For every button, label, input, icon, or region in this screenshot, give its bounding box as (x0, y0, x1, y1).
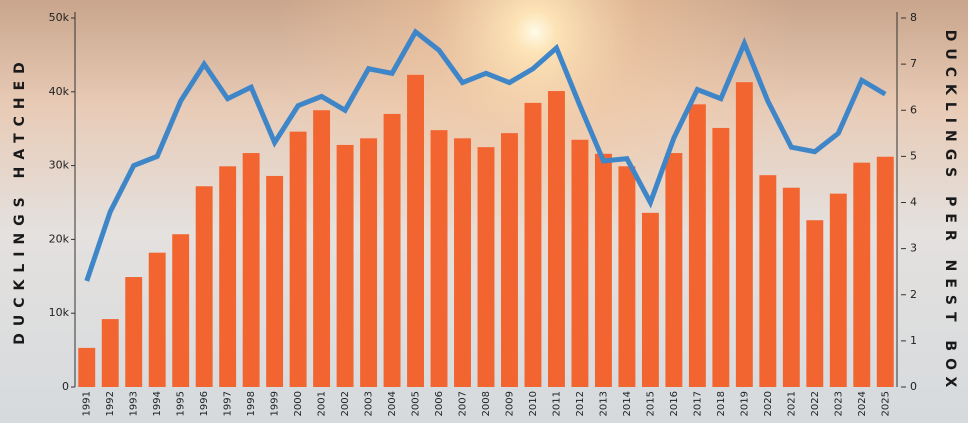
bar (290, 132, 307, 387)
bar (407, 75, 424, 387)
y-tick-label: 40k (49, 85, 70, 98)
bar (806, 220, 823, 387)
bar (759, 175, 776, 387)
y2-tick-label: 1 (910, 334, 917, 347)
bar (266, 176, 283, 387)
y2-tick-label: 6 (910, 103, 917, 116)
chart: DUCKLINGS HATCHED DUCKLINGS PER NEST BOX… (0, 0, 968, 423)
x-tick-label: 2010 (528, 391, 539, 416)
y2-tick-label: 2 (910, 288, 917, 301)
x-tick-label: 2005 (411, 391, 422, 416)
x-tick-label: 1993 (129, 391, 140, 416)
bar (595, 154, 612, 387)
bar (172, 234, 189, 387)
y-tick-label: 0 (62, 380, 69, 393)
x-tick-label: 2012 (575, 391, 586, 416)
bar (830, 194, 847, 387)
bar (618, 166, 635, 387)
y-tick-label: 50k (49, 11, 70, 24)
x-tick-label: 2018 (716, 391, 727, 416)
x-tick-label: 2019 (739, 391, 750, 416)
bar (337, 145, 354, 387)
x-tick-label: 2004 (387, 391, 398, 416)
y2-tick-label: 8 (910, 11, 917, 24)
bar (501, 133, 518, 387)
bar (313, 110, 330, 387)
y2-tick-label: 3 (910, 242, 917, 255)
y2-tick-label: 0 (910, 380, 917, 393)
y-axis-title: DUCKLINGS HATCHED (12, 55, 28, 345)
x-tick-label: 1999 (270, 391, 281, 416)
x-tick-label: 1994 (152, 391, 163, 416)
x-tick-label: 2014 (622, 391, 633, 416)
x-tick-label: 2003 (364, 391, 375, 416)
bar (689, 104, 706, 387)
bar (525, 103, 542, 387)
x-tick-label: 2015 (645, 391, 656, 416)
bar (102, 319, 119, 387)
x-tick-label: 1991 (82, 391, 93, 416)
bar (78, 348, 95, 387)
y2-tick-label: 7 (910, 57, 917, 70)
bar (125, 277, 142, 387)
x-tick-label: 2016 (669, 391, 680, 416)
x-tick-label: 2001 (317, 391, 328, 416)
bar (431, 130, 448, 387)
x-tick-label: 2021 (786, 391, 797, 416)
x-tick-label: 2024 (857, 391, 868, 416)
x-tick-label: 2022 (810, 391, 821, 416)
bar (642, 213, 659, 387)
x-tick-label: 2020 (763, 391, 774, 416)
bar (783, 188, 800, 387)
x-tick-label: 2002 (340, 391, 351, 416)
y2-tick-label: 5 (910, 149, 917, 162)
bar (712, 128, 729, 387)
bar (665, 153, 682, 387)
bar (243, 153, 260, 387)
x-tick-label: 2008 (481, 391, 492, 416)
bar (736, 82, 753, 387)
bar (360, 138, 377, 387)
y-tick-label: 10k (49, 306, 70, 319)
x-tick-label: 1998 (246, 391, 257, 416)
bar (384, 114, 401, 387)
y-tick-label: 30k (49, 159, 70, 172)
x-tick-label: 2013 (598, 391, 609, 416)
x-tick-label: 1992 (105, 391, 116, 416)
bar (548, 91, 565, 387)
x-tick-label: 2011 (551, 391, 562, 416)
bar (454, 138, 471, 387)
bar (877, 157, 894, 387)
x-tick-label: 2017 (692, 391, 703, 416)
x-tick-label: 1996 (199, 391, 210, 416)
bar (571, 140, 588, 387)
bar (149, 253, 166, 387)
y2-axis-title: DUCKLINGS PER NEST BOX (942, 30, 958, 395)
x-tick-label: 2009 (504, 391, 515, 416)
x-tick-label: 1995 (176, 391, 187, 416)
bar (219, 166, 236, 387)
x-tick-label: 2000 (293, 391, 304, 416)
y-tick-label: 20k (49, 232, 70, 245)
x-tick-label: 2006 (434, 391, 445, 416)
x-tick-label: 2023 (833, 391, 844, 416)
x-tick-label: 1997 (223, 391, 234, 416)
bar (196, 186, 213, 387)
x-tick-label: 2007 (458, 391, 469, 416)
y2-tick-label: 4 (910, 196, 917, 209)
bar (853, 163, 870, 387)
bar (478, 147, 495, 387)
x-tick-label: 2025 (880, 391, 891, 416)
